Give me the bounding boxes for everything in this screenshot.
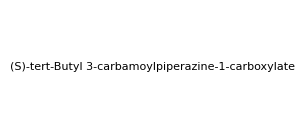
Text: (S)-tert-Butyl 3-carbamoylpiperazine-1-carboxylate: (S)-tert-Butyl 3-carbamoylpiperazine-1-c… [9, 62, 295, 72]
